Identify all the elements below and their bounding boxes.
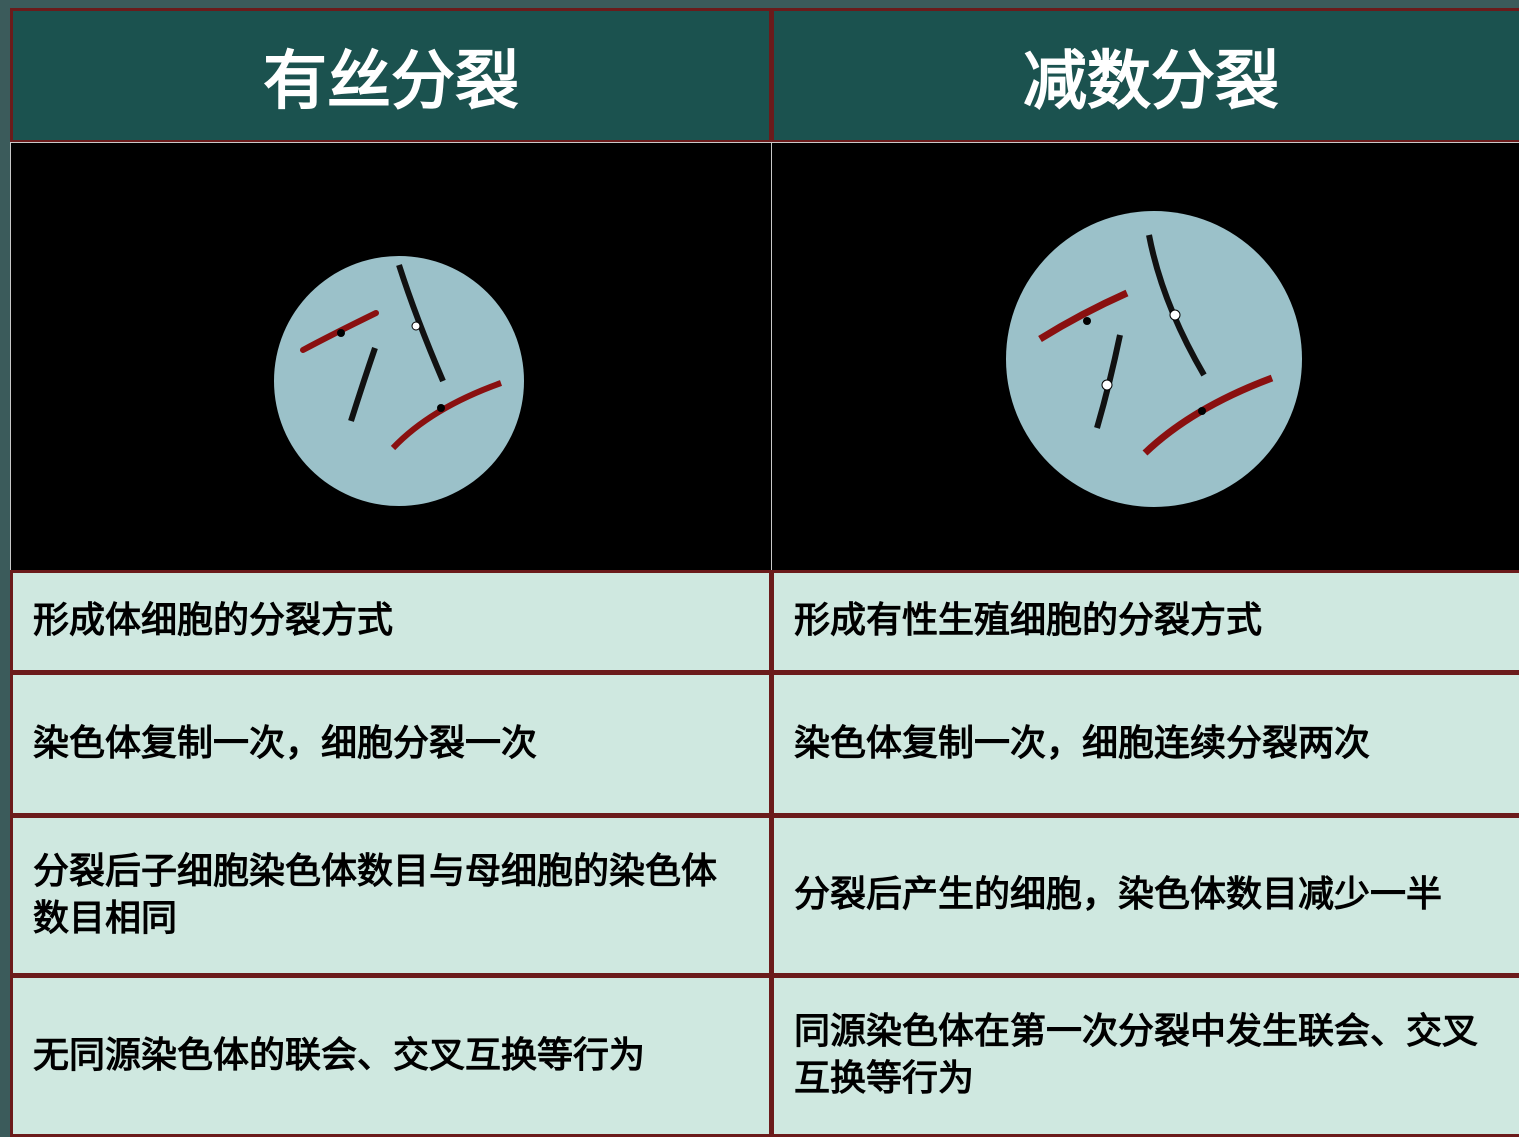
header-cell: 减数分裂 [771,8,1519,143]
table-cell: 形成体细胞的分裂方式 [10,570,772,673]
table-cell: 同源染色体在第一次分裂中发生联会、交叉互换等行为 [771,975,1519,1137]
mitosis-illustration [10,142,772,571]
table-cell: 染色体复制一次，细胞分裂一次 [10,672,772,816]
table-cell: 无同源染色体的联会、交叉互换等行为 [10,975,772,1137]
table-cell: 分裂后产生的细胞，染色体数目减少一半 [771,815,1519,976]
header-cell: 有丝分裂 [10,8,772,143]
table-cell: 分裂后子细胞染色体数目与母细胞的染色体数目相同 [10,815,772,976]
table-cell: 染色体复制一次，细胞连续分裂两次 [771,672,1519,816]
table-cell: 形成有性生殖细胞的分裂方式 [771,570,1519,673]
meiosis-illustration [771,142,1519,571]
